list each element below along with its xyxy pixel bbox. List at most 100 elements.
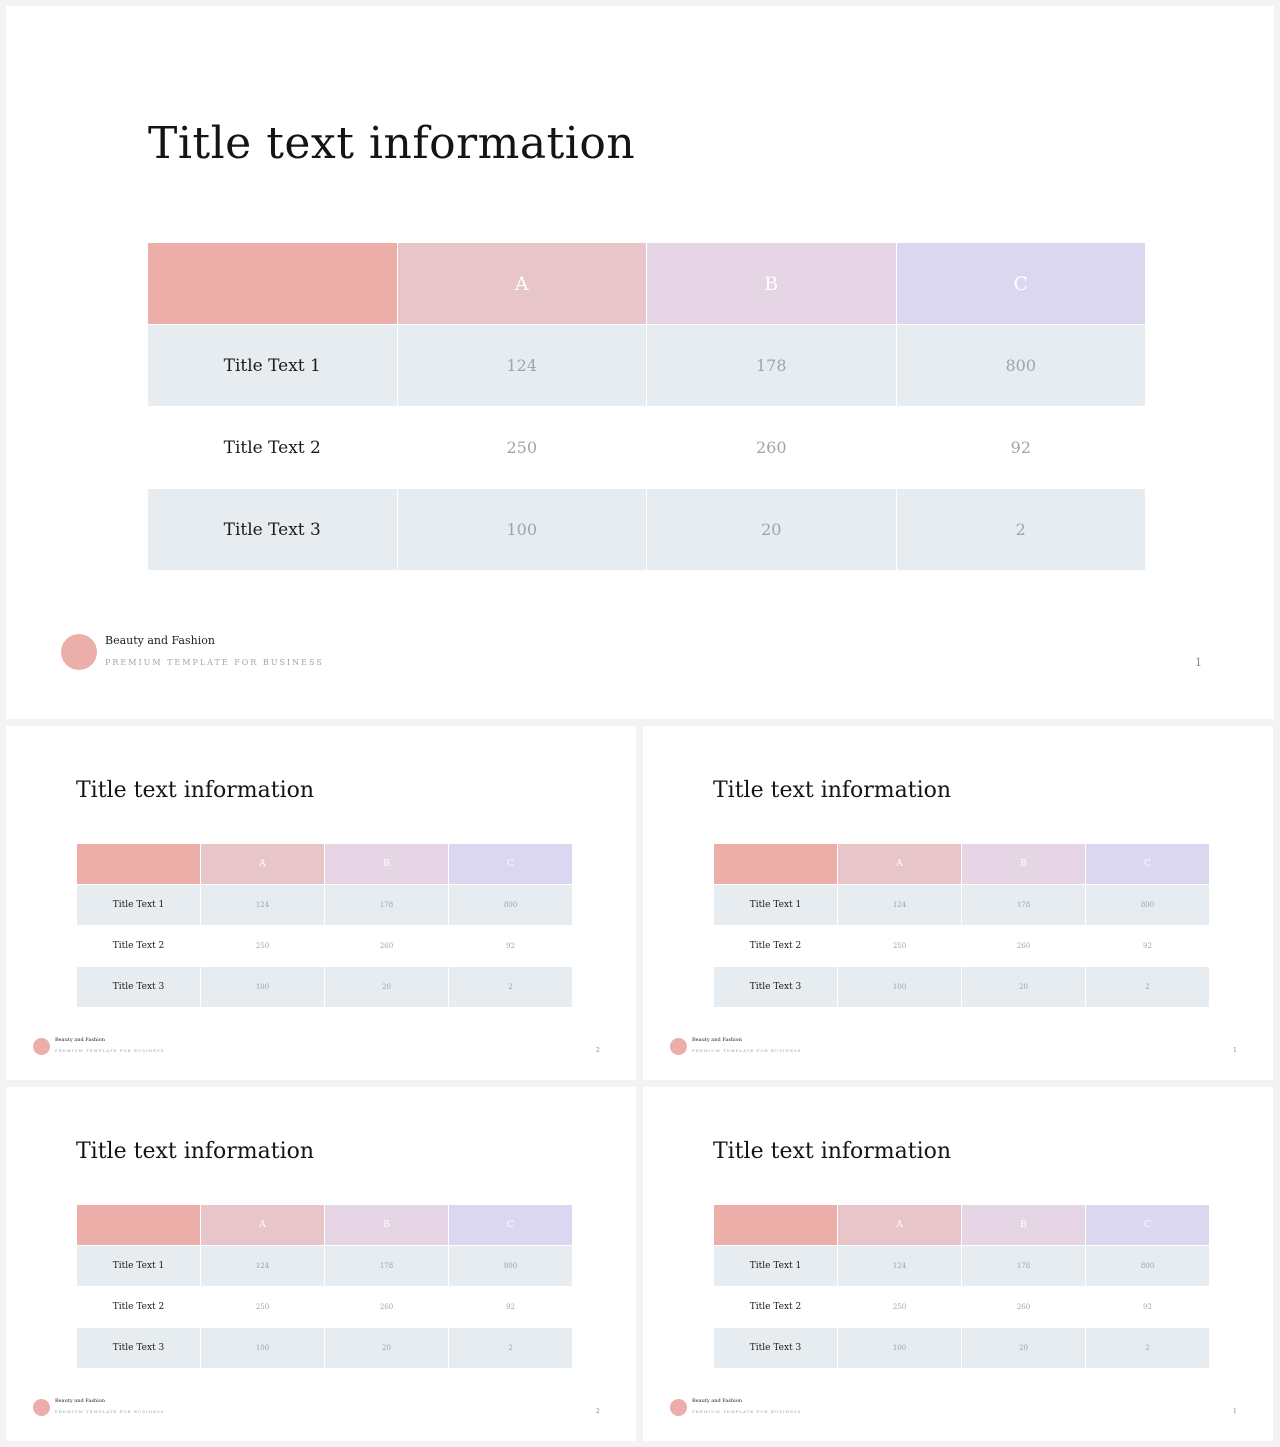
slide-2-preview[interactable]: Title text information A B C Title Text … bbox=[6, 726, 636, 1080]
header-cell-corner bbox=[713, 1204, 838, 1246]
header-cell-a: A bbox=[396, 242, 647, 325]
table-cell: 178 bbox=[961, 884, 1086, 926]
table-row: Title Text 2 250 260 92 bbox=[713, 1286, 1210, 1328]
slide-5-preview[interactable]: Title text information A B C Title Text … bbox=[643, 1087, 1273, 1441]
table-cell: 92 bbox=[448, 925, 573, 967]
row-label: Title Text 1 bbox=[713, 1245, 838, 1287]
table-cell: 20 bbox=[961, 1327, 1086, 1369]
table-cell: 124 bbox=[200, 884, 325, 926]
row-label: Title Text 3 bbox=[76, 966, 201, 1008]
table-row: Title Text 3 100 20 2 bbox=[147, 488, 1146, 571]
data-table: A B C Title Text 1 124 178 800 Title Tex… bbox=[713, 843, 1210, 1008]
table-row: Title Text 2 250 260 92 bbox=[76, 1286, 573, 1328]
row-label: Title Text 1 bbox=[76, 884, 201, 926]
row-label: Title Text 1 bbox=[713, 884, 838, 926]
table-header-row: A B C bbox=[147, 242, 1146, 325]
brand-circle-icon bbox=[33, 1038, 50, 1055]
row-label: Title Text 3 bbox=[713, 966, 838, 1008]
header-cell-a: A bbox=[837, 1204, 962, 1246]
row-label: Title Text 2 bbox=[76, 925, 201, 967]
table-cell: 2 bbox=[1085, 966, 1210, 1008]
page-number: 2 bbox=[596, 1408, 600, 1415]
row-label: Title Text 3 bbox=[713, 1327, 838, 1369]
table-cell: 178 bbox=[961, 1245, 1086, 1287]
row-label: Title Text 3 bbox=[147, 488, 398, 571]
table-cell: 20 bbox=[961, 966, 1086, 1008]
footer-tagline: PREMIUM TEMPLATE FOR BUSINESS bbox=[55, 1048, 165, 1053]
table-cell: 250 bbox=[200, 925, 325, 967]
footer-brand: Beauty and Fashion bbox=[692, 1037, 742, 1043]
header-cell-corner bbox=[147, 242, 398, 325]
table-cell: 20 bbox=[646, 488, 897, 571]
table-cell: 260 bbox=[646, 406, 897, 489]
slide-title: Title text information bbox=[713, 1139, 952, 1164]
table-header-row: A B C bbox=[713, 1204, 1210, 1246]
header-cell-b: B bbox=[961, 1204, 1086, 1246]
table-cell: 92 bbox=[895, 406, 1146, 489]
table-row: Title Text 1 124 178 800 bbox=[713, 884, 1210, 926]
row-label: Title Text 2 bbox=[76, 1286, 201, 1328]
table-cell: 250 bbox=[396, 406, 647, 489]
header-cell-a: A bbox=[200, 1204, 325, 1246]
footer-tagline: PREMIUM TEMPLATE FOR BUSINESS bbox=[105, 658, 324, 667]
header-cell-c: C bbox=[448, 843, 573, 885]
row-label: Title Text 1 bbox=[76, 1245, 201, 1287]
footer-tagline: PREMIUM TEMPLATE FOR BUSINESS bbox=[692, 1409, 802, 1414]
table-cell: 124 bbox=[837, 1245, 962, 1287]
slide-title: Title text information bbox=[713, 778, 952, 803]
table-row: Title Text 1 124 178 800 bbox=[147, 324, 1146, 407]
table-cell: 100 bbox=[396, 488, 647, 571]
header-cell-c: C bbox=[448, 1204, 573, 1246]
table-cell: 260 bbox=[324, 925, 449, 967]
table-cell: 92 bbox=[1085, 1286, 1210, 1328]
table-cell: 92 bbox=[448, 1286, 573, 1328]
table-row: Title Text 3 100 20 2 bbox=[76, 1327, 573, 1369]
table-row: Title Text 3 100 20 2 bbox=[713, 1327, 1210, 1369]
table-cell: 800 bbox=[1085, 884, 1210, 926]
row-label: Title Text 1 bbox=[147, 324, 398, 407]
slide-title: Title text information bbox=[76, 1139, 315, 1164]
header-cell-corner bbox=[713, 843, 838, 885]
table-cell: 250 bbox=[837, 925, 962, 967]
table-cell: 100 bbox=[200, 1327, 325, 1369]
header-cell-corner bbox=[76, 843, 201, 885]
table-cell: 800 bbox=[448, 1245, 573, 1287]
slide-1-preview[interactable]: Title text information A B C Title Text … bbox=[6, 6, 1274, 719]
slide-title: Title text information bbox=[148, 118, 636, 169]
footer-brand: Beauty and Fashion bbox=[105, 634, 215, 647]
data-table: A B C Title Text 1 124 178 800 Title Tex… bbox=[147, 242, 1146, 571]
footer-brand: Beauty and Fashion bbox=[55, 1398, 105, 1404]
table-cell: 178 bbox=[646, 324, 897, 407]
table-cell: 20 bbox=[324, 966, 449, 1008]
table-cell: 2 bbox=[1085, 1327, 1210, 1369]
header-cell-b: B bbox=[961, 843, 1086, 885]
table-row: Title Text 2 250 260 92 bbox=[147, 406, 1146, 489]
table-cell: 2 bbox=[895, 488, 1146, 571]
data-table: A B C Title Text 1 124 178 800 Title Tex… bbox=[713, 1204, 1210, 1369]
table-cell: 20 bbox=[324, 1327, 449, 1369]
page-number: 1 bbox=[1233, 1047, 1237, 1054]
header-cell-a: A bbox=[837, 843, 962, 885]
table-row: Title Text 1 124 178 800 bbox=[76, 1245, 573, 1287]
table-cell: 124 bbox=[396, 324, 647, 407]
table-cell: 2 bbox=[448, 1327, 573, 1369]
slide-3-preview[interactable]: Title text information A B C Title Text … bbox=[643, 726, 1273, 1080]
table-row: Title Text 1 124 178 800 bbox=[713, 1245, 1210, 1287]
header-cell-c: C bbox=[1085, 1204, 1210, 1246]
table-cell: 260 bbox=[961, 925, 1086, 967]
table-cell: 250 bbox=[200, 1286, 325, 1328]
slide-4-preview[interactable]: Title text information A B C Title Text … bbox=[6, 1087, 636, 1441]
table-header-row: A B C bbox=[76, 1204, 573, 1246]
data-table: A B C Title Text 1 124 178 800 Title Tex… bbox=[76, 843, 573, 1008]
table-cell: 2 bbox=[448, 966, 573, 1008]
footer-tagline: PREMIUM TEMPLATE FOR BUSINESS bbox=[692, 1048, 802, 1053]
table-cell: 124 bbox=[837, 884, 962, 926]
header-cell-a: A bbox=[200, 843, 325, 885]
row-label: Title Text 2 bbox=[713, 925, 838, 967]
footer-brand: Beauty and Fashion bbox=[692, 1398, 742, 1404]
footer-tagline: PREMIUM TEMPLATE FOR BUSINESS bbox=[55, 1409, 165, 1414]
row-label: Title Text 2 bbox=[147, 406, 398, 489]
header-cell-c: C bbox=[1085, 843, 1210, 885]
page-number: 1 bbox=[1233, 1408, 1237, 1415]
header-cell-corner bbox=[76, 1204, 201, 1246]
